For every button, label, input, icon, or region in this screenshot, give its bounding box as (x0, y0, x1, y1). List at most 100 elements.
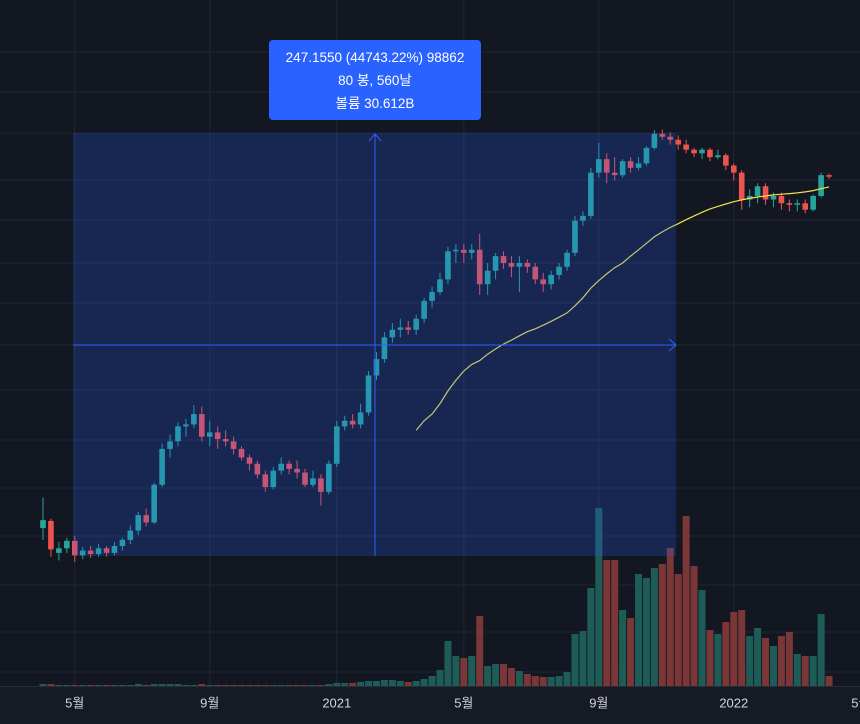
volume-bar (650, 568, 658, 686)
candle-body (643, 147, 650, 164)
candle-body (95, 548, 102, 555)
candle-body (318, 478, 324, 492)
x-tick-label: 5월 (454, 695, 473, 710)
volume-bar (47, 684, 55, 686)
volume-bar (523, 674, 531, 686)
candle-body (230, 441, 237, 449)
x-tick-label: 2021 (322, 695, 351, 710)
volume-bar (563, 672, 571, 686)
tooltip-line: 247.1550 (44743.22%) 98862 (285, 50, 465, 65)
volume-bar (547, 677, 555, 686)
volume-bar (492, 664, 500, 686)
x-axis: 5월 9월 2021 5월 9월 2022 5월 (65, 695, 860, 710)
candle-body (778, 195, 785, 204)
candle-body (119, 539, 126, 547)
candle-body (611, 172, 618, 176)
volume-bar (55, 685, 63, 686)
volume-bar (642, 578, 650, 686)
candle-body (175, 426, 181, 442)
candle-body (286, 463, 292, 469)
volume-bar (261, 685, 269, 686)
volume-bar (690, 566, 698, 686)
candle-body (786, 203, 793, 205)
volume-bar (404, 682, 412, 686)
volume-bar (118, 685, 126, 686)
volume-bar (222, 685, 230, 686)
candle-body (810, 195, 816, 210)
measure-tooltip: 247.1550 (44743.22%) 98862 80 봉, 560날 볼륨… (269, 40, 481, 120)
candle-body (738, 172, 745, 200)
candle-body (461, 249, 467, 253)
candle-body (667, 136, 674, 140)
candle-body (564, 252, 570, 267)
volume-bar (87, 685, 95, 686)
volume-bar (428, 676, 436, 686)
volume-bar (372, 681, 380, 686)
volume-bar (309, 685, 317, 686)
candle-body (659, 133, 666, 137)
volume-bar (476, 616, 484, 686)
candle-body (699, 149, 705, 154)
candle-body (794, 203, 801, 205)
volume-bar (801, 656, 809, 686)
candle-body (135, 515, 142, 531)
x-tick-label: 5월 (851, 695, 860, 710)
candle-body (484, 270, 491, 285)
measure-arrow-up (368, 133, 382, 142)
candle-body (56, 548, 62, 553)
candle-body (214, 432, 221, 439)
candle-body (651, 133, 658, 148)
candle-body (413, 318, 419, 330)
candle-body (151, 484, 157, 523)
candle-body (746, 195, 753, 200)
candle-body (294, 468, 300, 473)
candle-body (357, 412, 364, 425)
volume-bar (769, 646, 777, 686)
volume-bar (230, 685, 238, 686)
volume-bars (39, 508, 833, 686)
candle-body (818, 175, 824, 196)
candle-body (405, 327, 412, 330)
candle-body (262, 474, 269, 488)
candle-body (627, 161, 634, 168)
volume-bar (238, 685, 245, 686)
volume-bar (142, 685, 150, 686)
volume-bar (365, 681, 373, 686)
candle-body (691, 149, 697, 154)
volume-bar (166, 684, 174, 686)
volume-bar (349, 683, 357, 686)
candle-body (532, 266, 539, 280)
candle-body (754, 186, 761, 196)
volume-bar (39, 684, 47, 686)
volume-bar (325, 684, 333, 686)
volume-bar (150, 684, 158, 686)
volume-bar (396, 681, 404, 686)
candle-body (421, 300, 427, 319)
volume-bar (341, 683, 349, 686)
candle-body (397, 327, 404, 330)
volume-bar (206, 685, 214, 686)
candle-body (40, 520, 46, 529)
volume-bar (531, 676, 539, 686)
volume-bar (785, 632, 793, 686)
ma-line (415, 186, 830, 431)
volume-bar (603, 560, 611, 686)
volume-bar (793, 654, 801, 686)
volume-bar (444, 641, 452, 686)
candle-body (548, 274, 554, 285)
candle-body (71, 540, 78, 556)
volume-bar (555, 676, 563, 686)
volume-bar (611, 560, 619, 686)
volume-bar (507, 668, 515, 686)
volume-bar (293, 685, 301, 686)
volume-bar (658, 564, 666, 686)
volume-bar (698, 590, 706, 686)
volume-bar (635, 574, 642, 686)
candle-body (254, 463, 261, 475)
volume-bar (126, 685, 134, 686)
volume-bar (245, 685, 253, 686)
candle-body (603, 159, 610, 173)
candle-body (381, 337, 388, 360)
volume-bar (301, 685, 309, 686)
volume-bar (214, 685, 222, 686)
